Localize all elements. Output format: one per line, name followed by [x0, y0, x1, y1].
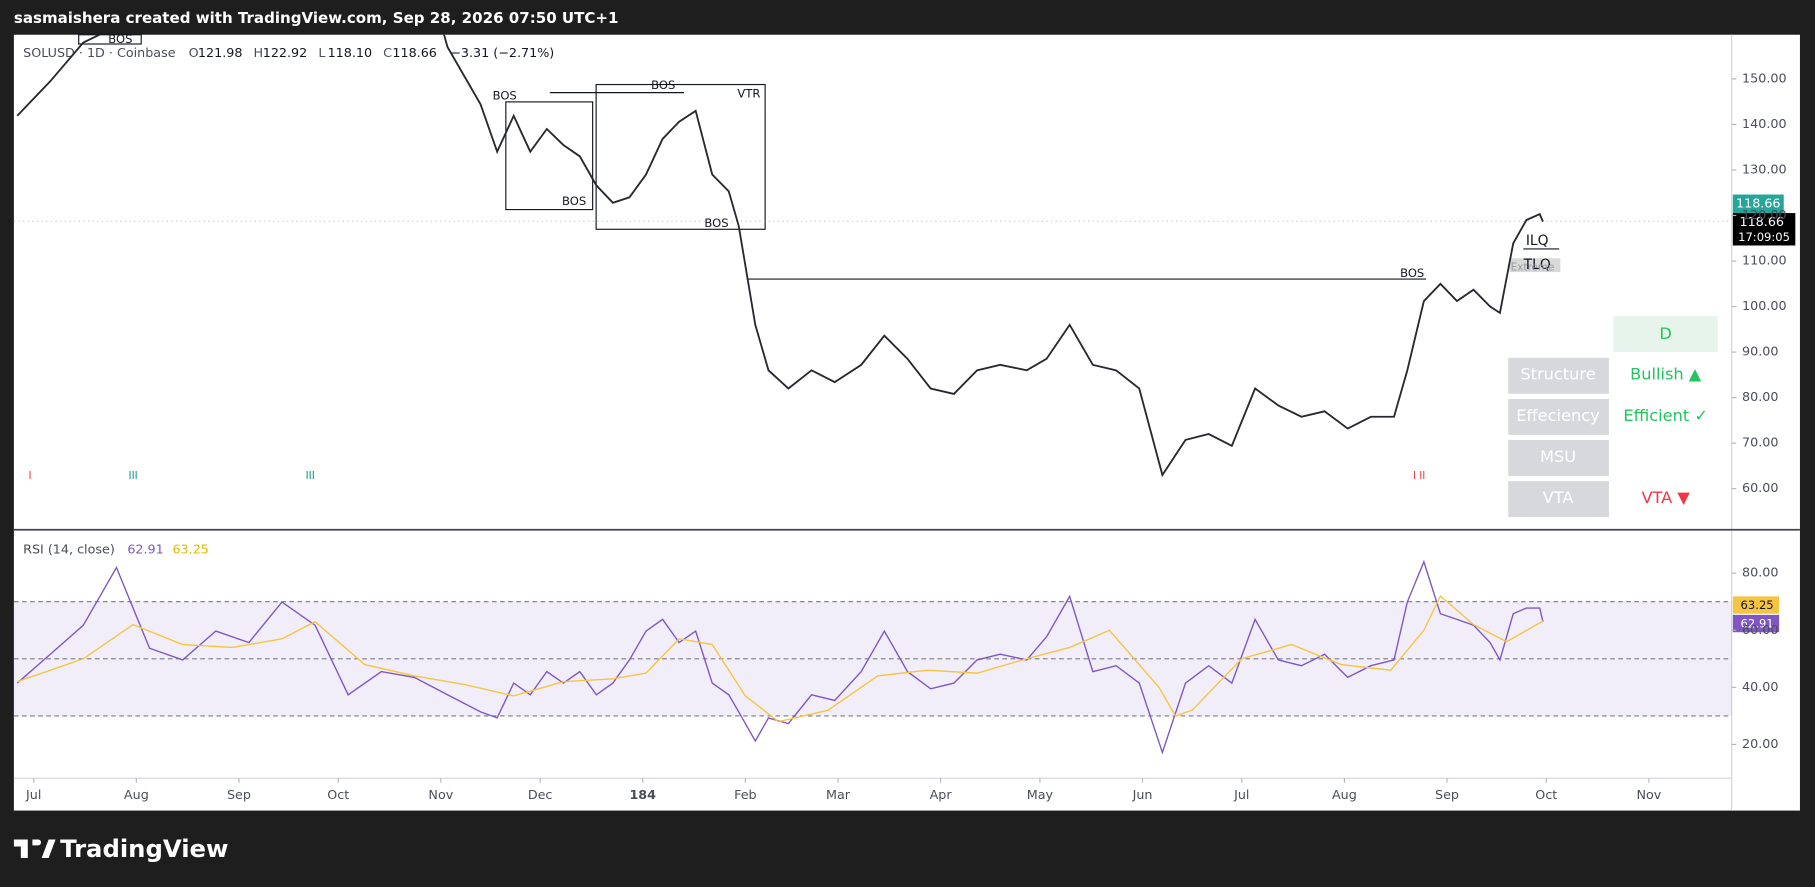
x-tick-label: Dec — [528, 788, 553, 803]
rsi-ma-value: 63.25 — [172, 543, 208, 558]
bos-label: BOS — [108, 32, 132, 46]
x-tick-label: Mar — [826, 788, 851, 803]
x-tick-label: Jun — [1132, 788, 1153, 803]
session-marker: I — [29, 470, 32, 482]
table-cell — [1508, 357, 1609, 394]
tlq-zone — [1509, 258, 1561, 273]
y-tick-label: 40.00 — [1742, 680, 1778, 695]
rsi-ma-tag — [1732, 596, 1780, 614]
countdown: 17:09:05 — [1738, 230, 1790, 244]
extreme-label: Extreme — [1511, 261, 1555, 273]
change-value: −3.31 (−2.71%) — [450, 46, 554, 61]
table-cell — [1508, 398, 1609, 435]
rsi-tag-text: 62.91 — [1741, 617, 1774, 631]
table-cell — [1508, 481, 1609, 518]
x-tick-label: Feb — [734, 788, 757, 803]
x-tick-label: Sep — [227, 788, 251, 803]
y-tick-label: 100.00 — [1742, 299, 1787, 314]
ohlc-value: 118.10 — [328, 46, 373, 61]
series-line — [17, 594, 1544, 723]
bos-label: BOS — [562, 194, 586, 208]
y-tick-label: 90.00 — [1742, 345, 1778, 360]
ilq-label: ILQ — [1526, 233, 1549, 249]
bos-label: BOS — [651, 78, 675, 92]
session-marker: III — [306, 470, 315, 482]
footer-logo: TradingView — [13, 834, 228, 863]
table-key: Effeciency — [1516, 406, 1600, 425]
tlq-label: TLQ — [1523, 257, 1551, 273]
session-marker: III — [129, 470, 138, 482]
table-cell — [1613, 316, 1718, 353]
ohlc-legend: O 121.98 H 122.92 L 118.10 C 118.66 −3.31 (−2.71… — [189, 46, 555, 61]
y-tick-label: 80.00 — [1742, 390, 1778, 405]
x-tick-label: Aug — [1332, 788, 1357, 803]
ohlc-key: H — [253, 46, 263, 61]
table-value: Bullish ▲ — [1630, 365, 1702, 384]
table-value: Efficient ✓ — [1623, 406, 1708, 425]
ohlc-key: C — [383, 46, 392, 61]
x-tick-label: Nov — [428, 788, 453, 803]
rsi-ma-tag-text: 63.25 — [1741, 598, 1774, 612]
x-tick-label: Oct — [1535, 788, 1557, 803]
info-table: Structure Bullish ▲ Effeciency Efficient ✓ M… — [1508, 357, 1708, 518]
price-tag-text: 118.66 — [1736, 196, 1781, 211]
ohlc-key: L — [318, 46, 326, 61]
y-tick-label: 60.00 — [1742, 481, 1778, 496]
table-value: VTA ▼ — [1641, 488, 1690, 507]
bos-label: BOS — [704, 216, 728, 230]
x-tick-label: Sep — [1435, 788, 1459, 803]
y-tick-label: 140.00 — [1742, 117, 1787, 132]
y-tick-label: 80.00 — [1742, 566, 1778, 581]
x-tick-label: Jul — [25, 788, 41, 803]
y-tick-label: 150.00 — [1742, 71, 1787, 86]
session-marker: I II — [1413, 470, 1426, 482]
x-tick-label: 184 — [629, 788, 656, 803]
y-tick-label: 130.00 — [1742, 162, 1787, 177]
ohlc-value: 121.98 — [198, 46, 243, 61]
rsi-tag — [1732, 614, 1780, 633]
symbol-label: SOLUSD · 1D · Coinbase — [23, 46, 176, 61]
rsi-title: RSI (14, close) — [23, 543, 115, 558]
y-tick-label: 120.00 — [1742, 208, 1787, 223]
x-tick-label: Aug — [124, 788, 149, 803]
header-text: sasmaishera created with TradingView.com… — [14, 9, 619, 27]
y-tick-label: 20.00 — [1742, 737, 1778, 752]
x-tick-label: Apr — [930, 788, 953, 803]
price-countdown-box — [1732, 213, 1796, 246]
table-key: VTA — [1543, 488, 1574, 507]
x-tick-label: Oct — [327, 788, 349, 803]
bos-label: BOS — [493, 89, 517, 103]
chart-panel — [13, 34, 1800, 811]
series-line — [16, 34, 1544, 478]
footer-brand: TradingView — [60, 834, 228, 863]
table-key: MSU — [1540, 447, 1576, 466]
table-cell — [1508, 440, 1609, 476]
ohlc-value: 122.92 — [263, 46, 308, 61]
x-tick-label: Jul — [1233, 788, 1249, 803]
y-tick-label: 60.00 — [1742, 623, 1778, 638]
x-tick-label: Nov — [1637, 788, 1662, 803]
y-tick-label: 110.00 — [1742, 254, 1787, 269]
price-tag — [1732, 194, 1784, 214]
series-line — [16, 559, 1544, 755]
table-timeframe: D — [1659, 324, 1671, 343]
bos-label: BOS — [1400, 266, 1424, 280]
table-key: Structure — [1520, 365, 1595, 384]
ohlc-value: 118.66 — [392, 46, 437, 61]
x-tick-label: May — [1027, 788, 1054, 803]
structure-boxes — [78, 34, 1560, 280]
vtr-label: VTR — [737, 86, 760, 100]
price-box-text: 118.66 — [1740, 215, 1785, 230]
rsi-value: 62.91 — [127, 543, 163, 558]
ohlc-key: O — [189, 46, 199, 61]
y-tick-label: 70.00 — [1742, 436, 1778, 451]
